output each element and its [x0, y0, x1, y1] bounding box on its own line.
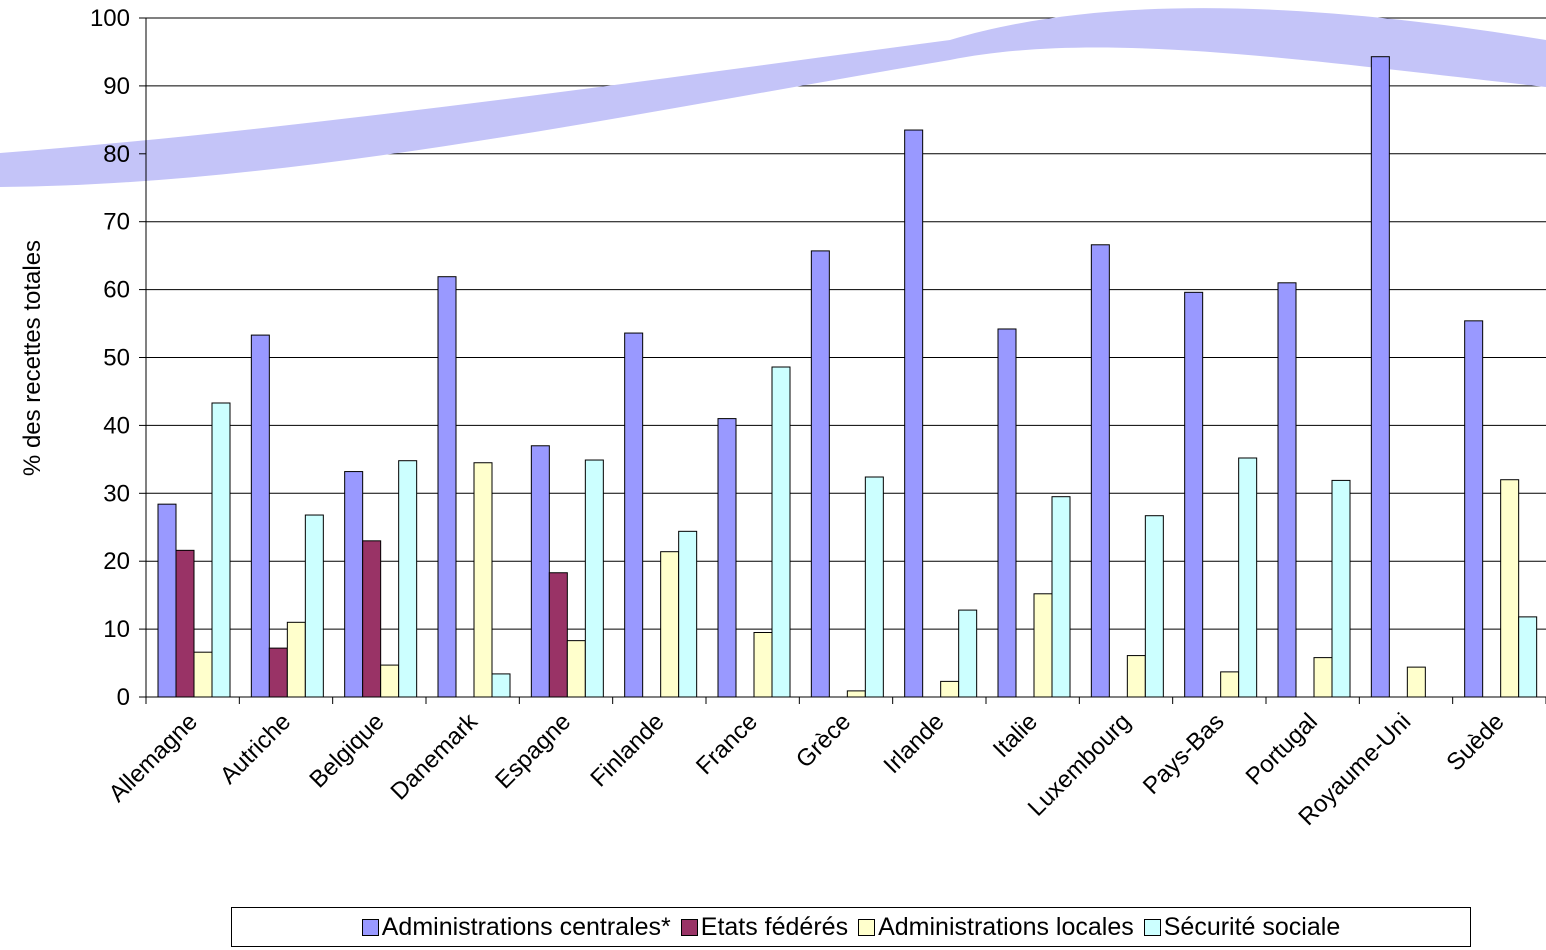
legend-label-locales: Administrations locales — [878, 912, 1134, 941]
bar-Allemagne-0 — [157, 503, 177, 698]
x-tick-label: Danemark — [386, 707, 484, 805]
bar-Suède-0 — [1464, 320, 1484, 698]
bar-Portugal-2 — [1313, 657, 1333, 698]
y-tick-label: 0 — [117, 684, 130, 711]
bar-Luxembourg-2 — [1126, 655, 1146, 698]
bar-Irlande-3 — [958, 609, 978, 698]
legend-label-etats: Etats fédérés — [700, 912, 849, 941]
bar-Belgique-2 — [380, 664, 400, 698]
bar-Suède-3 — [1518, 616, 1538, 698]
bar-Finlande-2 — [660, 551, 680, 698]
y-tick-label: 10 — [103, 616, 130, 643]
y-tick-label: 40 — [103, 412, 130, 439]
x-tick-label: Espagne — [490, 708, 576, 794]
bar-Belgique-1 — [362, 540, 382, 698]
bar-Portugal-0 — [1277, 282, 1297, 698]
axes — [139, 17, 1546, 704]
bar-Danemark-2 — [473, 462, 493, 698]
bar-Danemark-3 — [491, 673, 511, 698]
y-tick-label: 80 — [103, 141, 130, 168]
y-tick-label: 20 — [103, 548, 130, 575]
y-tick-labels: 0 10 20 30 40 50 60 70 80 90 100 — [90, 5, 130, 711]
bar-Grèce-3 — [864, 476, 884, 698]
legend: Administrations centrales* Etats fédérés… — [231, 907, 1471, 947]
bar-Royaume-Uni-2 — [1406, 666, 1426, 698]
bar-Grèce-2 — [846, 690, 866, 698]
legend-swatch-centrales — [361, 918, 379, 936]
legend-swatch-securite — [1143, 918, 1161, 936]
bar-Espagne-1 — [548, 572, 568, 698]
x-tick-label: Pays-Bas — [1138, 708, 1230, 800]
x-tick-label: Grèce — [791, 708, 856, 773]
bar-chart: 0 10 20 30 40 50 60 70 80 90 100 Allemagne Autriche… — [0, 5, 1546, 831]
legend-item-locales: Administrations locales — [858, 913, 1134, 942]
bar-Pays-Bas-0 — [1184, 291, 1204, 698]
bar-Portugal-3 — [1331, 479, 1351, 698]
bar-Belgique-0 — [344, 471, 364, 698]
y-tick-label: 100 — [90, 5, 130, 32]
bar-Danemark-0 — [437, 276, 457, 698]
x-tick-label: Belgique — [304, 708, 389, 793]
bar-Allemagne-1 — [175, 549, 195, 698]
x-tick-label: Irlande — [879, 708, 950, 779]
bar-Finlande-3 — [678, 530, 698, 698]
legend-label-securite: Sécurité sociale — [1163, 912, 1341, 941]
bar-Grèce-0 — [810, 250, 830, 698]
bar-Luxembourg-3 — [1144, 515, 1164, 698]
bar-Espagne-0 — [530, 445, 550, 698]
bar-Pays-Bas-3 — [1238, 457, 1258, 698]
bar-Luxembourg-0 — [1090, 244, 1110, 698]
bar-Pays-Bas-2 — [1220, 671, 1240, 698]
bar-Allemagne-2 — [193, 651, 213, 698]
legend-label-centrales: Administrations centrales* — [381, 912, 671, 941]
y-tick-label: 70 — [103, 209, 130, 236]
legend-swatch-etats — [680, 918, 698, 936]
bar-France-3 — [771, 366, 791, 698]
legend-swatch-locales — [858, 918, 876, 936]
x-tick-label: France — [691, 708, 763, 780]
bar-Espagne-3 — [584, 459, 604, 698]
bar-Royaume-Uni-0 — [1370, 56, 1390, 698]
bar-Espagne-2 — [566, 640, 586, 698]
legend-item-etats: Etats fédérés — [680, 912, 849, 942]
bar-Italie-3 — [1051, 496, 1071, 698]
decorative-swoosh — [0, 8, 1546, 188]
x-tick-label: Finlande — [585, 708, 669, 792]
bar-Suède-2 — [1500, 479, 1520, 698]
y-tick-label: 50 — [103, 345, 130, 372]
bar-Autriche-1 — [268, 647, 288, 698]
bar-France-2 — [753, 631, 773, 698]
x-tick-label: Suède — [1441, 708, 1509, 776]
bar-France-0 — [717, 418, 737, 698]
y-axis-label: % des recettes totales — [19, 240, 46, 476]
bar-Allemagne-3 — [211, 402, 231, 698]
bar-Belgique-3 — [398, 460, 418, 698]
bar-Irlande-0 — [904, 129, 924, 698]
y-tick-label: 90 — [103, 73, 130, 100]
y-tick-label: 60 — [103, 277, 130, 304]
x-tick-label: Allemagne — [104, 708, 203, 807]
legend-item-centrales: Administrations centrales* — [361, 912, 671, 942]
bar-Finlande-0 — [624, 332, 644, 698]
bar-Autriche-0 — [250, 334, 270, 698]
x-tick-label: Italie — [988, 708, 1043, 763]
bars — [157, 56, 1538, 698]
bar-Italie-0 — [997, 328, 1017, 698]
legend-item-securite: Sécurité sociale — [1143, 912, 1341, 942]
x-tick-label: Autriche — [215, 708, 296, 789]
bar-Irlande-2 — [940, 680, 960, 698]
bar-Autriche-2 — [286, 621, 306, 698]
bar-Italie-2 — [1033, 593, 1053, 698]
x-tick-label: Portugal — [1241, 708, 1323, 790]
bar-Autriche-3 — [304, 514, 324, 698]
y-tick-label: 30 — [103, 480, 130, 507]
